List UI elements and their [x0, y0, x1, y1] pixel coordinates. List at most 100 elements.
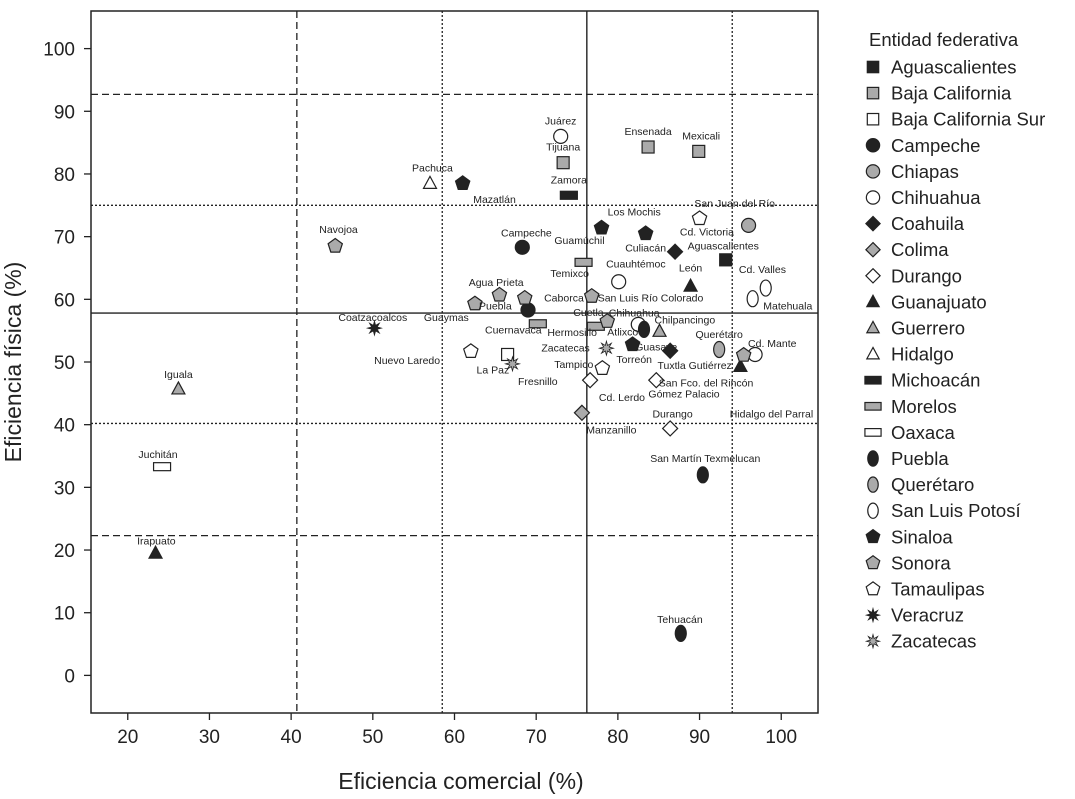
- point-cd-victoria: [637, 225, 654, 241]
- legend-marker-puebla: [867, 450, 879, 467]
- label-mexicali: Mexicali: [682, 130, 720, 142]
- point-coatzacoalcos: [365, 319, 383, 337]
- point-caborca: [520, 302, 536, 318]
- point-hermosillo: [599, 313, 616, 328]
- label-ensenada: Ensenada: [624, 126, 671, 138]
- label-agua-prieta: Agua Prieta: [469, 277, 524, 289]
- point-manzanillo: [573, 404, 591, 422]
- legend-marker-chiapas: [865, 164, 881, 179]
- point-la-paz: [500, 347, 515, 362]
- y-tick-label: 20: [54, 541, 75, 562]
- legend-marker-morelos: [864, 401, 882, 411]
- legend-marker-sinaloa: [865, 528, 881, 544]
- label-san-juan-del-rio: San Juan del Río: [694, 198, 775, 210]
- legend-label-hidalgo: Hidalgo: [891, 344, 954, 365]
- legend-label-veracruz: Veracruz: [891, 605, 964, 626]
- legend-label-coahuila: Coahuila: [891, 213, 965, 234]
- legend: Entidad federativa Aguascalientes Baja Ca…: [864, 29, 1045, 652]
- legend-marker-sonora: [865, 555, 881, 570]
- legend-marker-chihuahua: [865, 190, 881, 205]
- x-tick-label: 50: [362, 727, 383, 748]
- legend-marker-guanajuato: [865, 293, 881, 308]
- label-cd-mante: Cd. Mante: [748, 338, 797, 350]
- point-irapuato: [148, 544, 164, 559]
- legend-label-guanajuato: Guanajuato: [891, 291, 987, 312]
- legend-label-sonora: Sonora: [891, 552, 951, 573]
- y-axis-title: Eficiencia física (%): [0, 262, 26, 463]
- axes: 20 30 40 50 60 70 80 90 100 0 10 20 30 40 50 60 70 80 90 10…: [43, 40, 797, 748]
- label-zamora: Zamora: [551, 174, 587, 186]
- label-nuevo-laredo: Nuevo Laredo: [374, 355, 440, 367]
- label-coatzacoalcos: Coatzacoalcos: [338, 312, 407, 324]
- y-tick-label: 30: [54, 478, 75, 499]
- label-hidalgo-del-parral: Hidalgo del Parral: [730, 408, 813, 420]
- point-chilpancingo: [652, 323, 668, 337]
- label-cd-lerdo: Cd. Lerdo: [599, 392, 645, 404]
- legend-marker-oaxaca: [864, 428, 882, 437]
- x-tick-label: 60: [444, 727, 465, 748]
- label-cd-valles: Cd. Valles: [739, 264, 786, 276]
- x-tick-label: 100: [765, 727, 797, 748]
- point-tijuana: [556, 156, 570, 170]
- label-puebla: Puebla: [479, 301, 512, 313]
- label-mazatlan: Mazatlán: [473, 194, 516, 206]
- legend-title: Entidad federativa: [869, 29, 1019, 50]
- point-san-luis-rio-colorado: [583, 287, 600, 303]
- x-tick-label: 80: [607, 727, 628, 748]
- label-campeche: Campeche: [501, 227, 552, 239]
- y-tick-label: 50: [54, 353, 75, 374]
- point-durango: [661, 420, 679, 437]
- label-juchitan: Juchitán: [138, 449, 177, 461]
- label-pachuca: Pachuca: [412, 162, 453, 174]
- point-pachuca: [422, 175, 438, 189]
- x-tick-label: 30: [199, 727, 220, 748]
- point-juarez: [553, 128, 569, 144]
- legend-label-zacatecas: Zacatecas: [891, 631, 976, 652]
- label-san-fco-del-rincon: San Fco. del Rincón: [659, 378, 754, 390]
- x-tick-label: 70: [526, 727, 547, 748]
- label-fresnillo: Fresnillo: [518, 376, 558, 388]
- legend-marker-hidalgo: [865, 346, 881, 360]
- legend-marker-guerrero: [865, 320, 881, 334]
- point-los-mochis: [593, 219, 610, 235]
- point-ensenada: [641, 140, 655, 154]
- label-irapuato: Irapuato: [137, 536, 176, 548]
- label-iguala: Iguala: [164, 369, 193, 381]
- label-tuxtla-gutierrez: Tuxtla Gutiérrez: [657, 360, 731, 372]
- legend-label-baja-california: Baja California: [891, 83, 1012, 104]
- legend-marker-zacatecas: [864, 633, 882, 650]
- point-zacatecas: [597, 339, 615, 357]
- label-juarez: Juárez: [545, 115, 577, 127]
- label-manzanillo: Manzanillo: [586, 425, 636, 437]
- legend-label-campeche: Campeche: [891, 135, 980, 156]
- point-puebla: [467, 295, 483, 311]
- legend-marker-durango: [865, 267, 881, 284]
- legend-marker-colima: [865, 241, 881, 258]
- legend-label-guerrero: Guerrero: [891, 318, 965, 339]
- legend-label-durango: Durango: [891, 265, 962, 286]
- point-tampico: [594, 360, 611, 375]
- point-temixco: [574, 257, 593, 267]
- y-tick-label: 40: [54, 416, 75, 437]
- legend-marker-campeche: [865, 138, 881, 153]
- x-axis-title: Eficiencia comercial (%): [338, 768, 583, 794]
- point-san-martin-texmelucan: [696, 466, 709, 484]
- point-tehuacan: [674, 624, 687, 642]
- point-queretaro: [713, 340, 726, 359]
- x-tick-label: 90: [689, 727, 710, 748]
- point-san-fco-del-rincon: [735, 346, 752, 362]
- point-mazatlan: [454, 175, 471, 191]
- label-guaymas: Guaymas: [424, 312, 469, 324]
- label-chilpancingo: Chilpancingo: [654, 314, 715, 326]
- point-labels: Juárez Tijuana Ensenada Mexicali Pachuca Zamo…: [137, 115, 813, 626]
- point-zamora: [559, 190, 578, 200]
- y-tick-label: 80: [54, 165, 75, 186]
- point-culiacan: [666, 243, 684, 261]
- label-leon: León: [679, 262, 703, 274]
- legend-label-puebla: Puebla: [891, 448, 949, 469]
- legend-marker-michoacan: [864, 375, 882, 385]
- label-torreon: Torreón: [616, 354, 652, 366]
- legend-marker-veracruz: [864, 606, 882, 624]
- label-aguascalientes: Aguascalientes: [688, 240, 759, 252]
